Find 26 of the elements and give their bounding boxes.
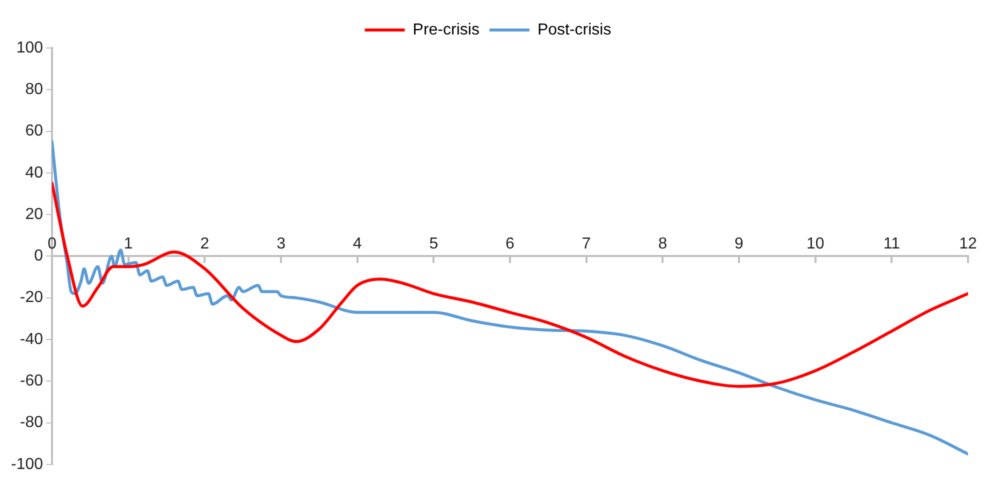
x-tick-label: 6 <box>506 236 515 253</box>
legend-label: Pre-crisis <box>412 21 480 38</box>
y-tick-label: -40 <box>20 330 44 348</box>
x-tick-label: 5 <box>429 236 438 253</box>
x-tick-label: 11 <box>883 236 900 253</box>
x-tick-label: 4 <box>352 236 362 253</box>
x-tick-label: 8 <box>658 236 668 253</box>
x-tick-label: 7 <box>582 236 591 253</box>
legend-label: Post-crisis <box>537 21 612 38</box>
x-tick-label: 2 <box>200 236 210 253</box>
y-tick-label: 40 <box>25 164 44 182</box>
y-tick-label: -20 <box>20 289 44 306</box>
y-tick-label: 20 <box>25 206 44 223</box>
x-tick-label: 3 <box>276 236 286 253</box>
y-tick-label: -60 <box>20 372 44 390</box>
y-tick-label: 80 <box>25 81 44 98</box>
y-tick-label: 60 <box>25 122 44 140</box>
x-tick-label: 12 <box>959 236 977 253</box>
y-tick-label: 0 <box>34 248 44 265</box>
x-tick-label: 1 <box>124 236 133 253</box>
x-tick-label: 10 <box>806 236 824 253</box>
y-tick-label: 100 <box>16 39 44 56</box>
x-tick-label: 0 <box>48 236 57 253</box>
y-tick-label: -100 <box>10 456 44 473</box>
y-tick-label: -80 <box>20 414 44 432</box>
x-tick-label: 9 <box>734 236 744 253</box>
